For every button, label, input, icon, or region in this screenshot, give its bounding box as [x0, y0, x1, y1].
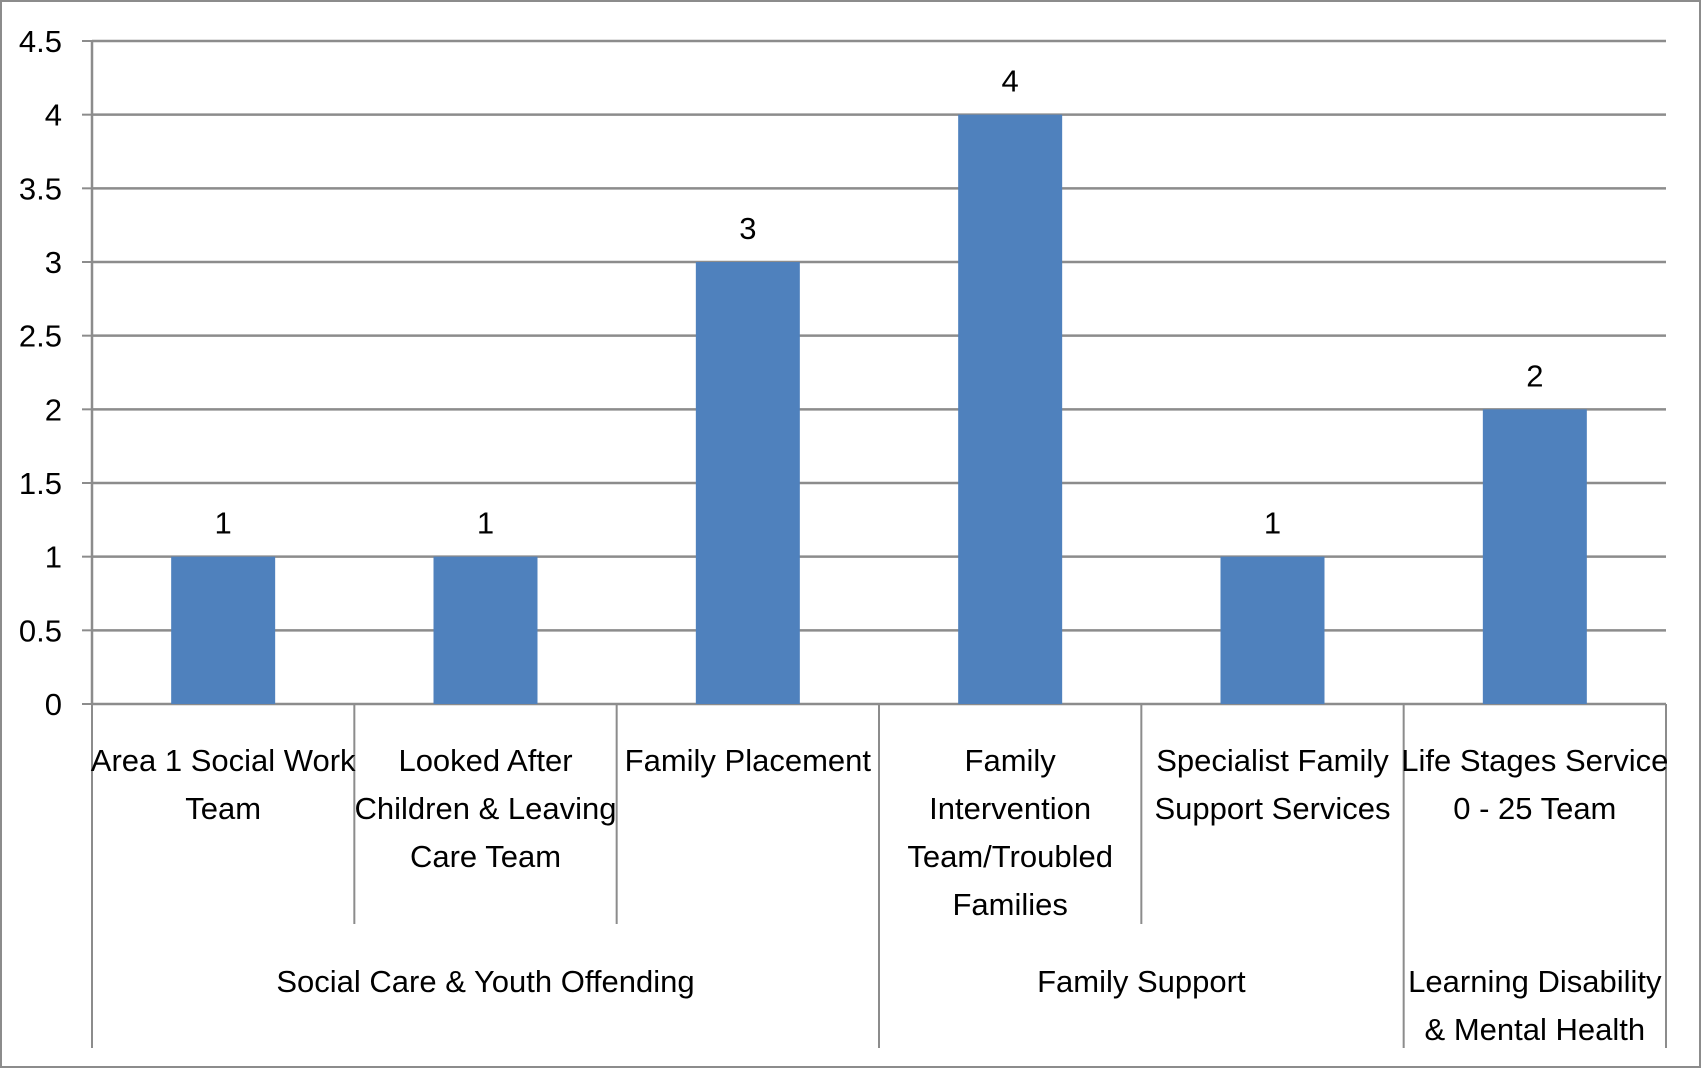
category-label: Family Placement: [625, 743, 872, 778]
y-tick-label: 1.5: [19, 466, 62, 501]
y-tick-label: 0.5: [19, 613, 62, 648]
category-label: Support Services: [1154, 791, 1390, 826]
data-label: 3: [739, 211, 756, 246]
category-label: Families: [952, 887, 1067, 922]
category-label: Children & Leaving: [355, 791, 617, 826]
axes: [82, 40, 1667, 1048]
data-label: 2: [1526, 358, 1543, 393]
data-label: 4: [1002, 64, 1019, 99]
category-label: Family: [965, 743, 1057, 778]
labels: 0 0.5 1 1.5 2 2.5 3 3.5 4 4.5 1 1 3 4 1 2 Area 1 Social …: [19, 24, 1668, 1047]
category-label: Care Team: [410, 839, 561, 874]
category-label: Life Stages Service: [1401, 743, 1668, 778]
category-label: Team: [185, 791, 261, 826]
y-tick-label: 2.5: [19, 319, 62, 354]
y-tick-label: 4: [45, 98, 62, 133]
group-label: Family Support: [1037, 964, 1246, 999]
data-label: 1: [477, 506, 494, 541]
data-label: 1: [215, 506, 232, 541]
bar: [958, 114, 1063, 704]
bar: [1220, 556, 1325, 704]
y-tick-label: 3: [45, 245, 62, 280]
bar: [433, 556, 538, 704]
data-label: 1: [1264, 506, 1281, 541]
y-tick-label: 2: [45, 392, 62, 427]
y-tick-label: 4.5: [19, 24, 62, 59]
category-label: Looked After: [398, 743, 572, 778]
category-label: Area 1 Social Work: [91, 743, 356, 778]
group-label: & Mental Health: [1425, 1012, 1646, 1047]
y-tick-label: 1: [45, 540, 62, 575]
bar: [1482, 409, 1587, 704]
group-label: Learning Disability: [1408, 964, 1662, 999]
category-label: Team/Troubled: [907, 839, 1113, 874]
bar: [695, 262, 800, 704]
y-tick-label: 3.5: [19, 171, 62, 206]
y-tick-label: 0: [45, 687, 62, 722]
category-label: 0 - 25 Team: [1453, 791, 1616, 826]
group-label: Social Care & Youth Offending: [276, 964, 694, 999]
bars: [171, 114, 1587, 704]
gridlines: [92, 39, 1666, 706]
bar: [171, 556, 276, 704]
category-label: Intervention: [929, 791, 1091, 826]
category-label: Specialist Family: [1156, 743, 1389, 778]
